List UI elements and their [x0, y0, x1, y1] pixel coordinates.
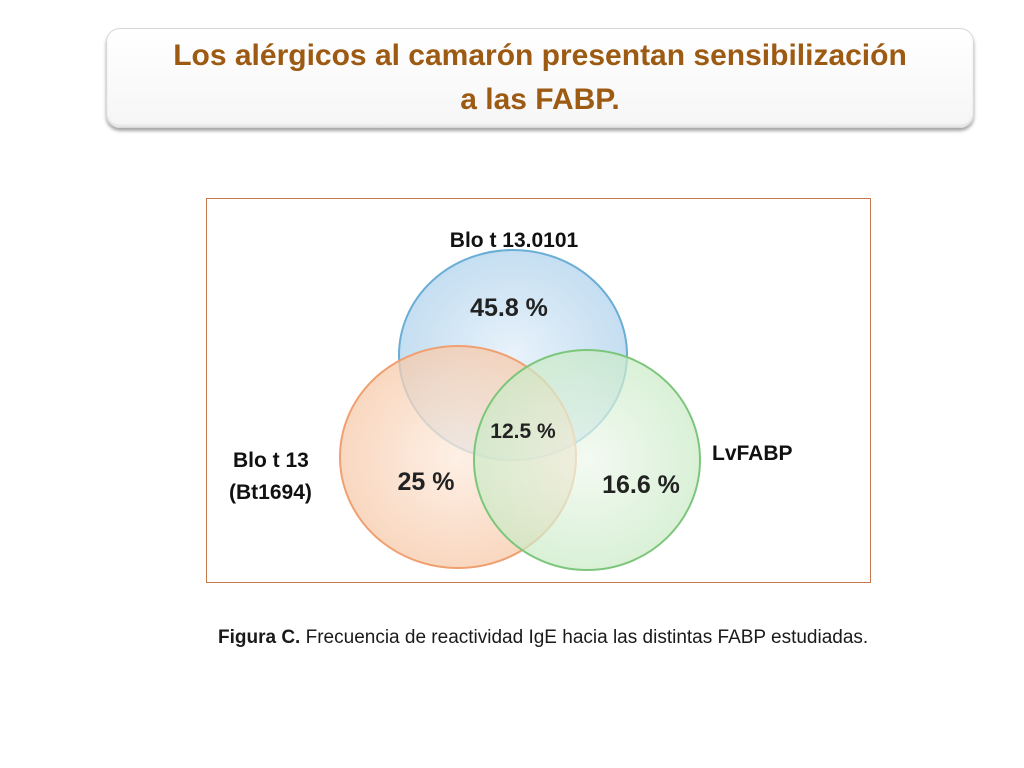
slide-title-line-1: Los alérgicos al camarón presentan sensi… [173, 39, 907, 72]
value-label-blo-t-13: 25 % [398, 468, 455, 496]
slide-title: Los alérgicos al camarón presentan sensi… [115, 34, 965, 122]
value-label-lvfabp: 16.6 % [602, 471, 680, 499]
set-label-blo-t-13-line-2: (Bt1694) [229, 481, 312, 504]
figure-caption: Figura C. Frecuencia de reactividad IgE … [218, 623, 898, 652]
slide-title-box: Los alérgicos al camarón presentan sensi… [106, 28, 974, 128]
value-label-blo-t-13-0101: 45.8 % [470, 294, 548, 322]
circle-lvfabp [473, 349, 701, 571]
caption-figure-label: Figura C. [218, 627, 301, 648]
venn-figure-frame: Blo t 13.0101 45.8 % Blo t 13 (Bt1694) 2… [206, 198, 871, 583]
venn-diagram: Blo t 13.0101 45.8 % Blo t 13 (Bt1694) 2… [229, 229, 793, 571]
slide-title-line-2: a las FABP. [460, 83, 620, 116]
intersection-label: 12.5 % [490, 420, 556, 443]
set-label-lvfabp: LvFABP [712, 442, 793, 465]
set-label-blo-t-13-line-1: Blo t 13 [233, 449, 309, 472]
set-label-blo-t-13-0101: Blo t 13.0101 [450, 229, 579, 252]
caption-text: Frecuencia de reactividad IgE hacia las … [300, 627, 869, 648]
